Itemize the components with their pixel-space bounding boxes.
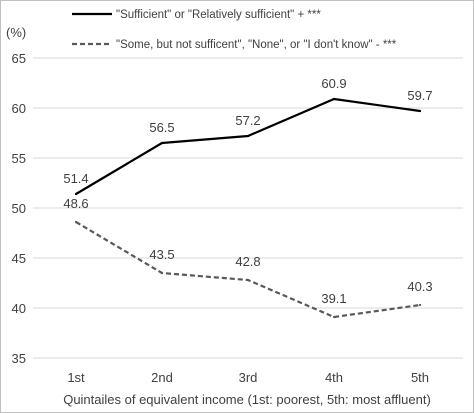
x-tick-label: 2nd: [151, 370, 173, 385]
data-point-series-1: [246, 134, 250, 138]
gridlines: [33, 57, 463, 359]
x-tick-label: 3rd: [239, 370, 258, 385]
data-point-series-1: [74, 192, 78, 196]
data-point-series-2: [418, 303, 422, 307]
y-tick-label: 60: [12, 101, 26, 116]
data-label-series-2: 43.5: [149, 247, 174, 262]
legend-label-series-2: "Some, but not sufficent", "None", or "I…: [116, 39, 397, 51]
data-point-series-1: [332, 97, 336, 101]
y-tick-label: 35: [12, 351, 26, 366]
x-tick-labels: 1st 2nd 3rd 4th 5th: [67, 370, 429, 385]
data-point-series-1: [418, 109, 422, 113]
data-label-series-2: 40.3: [407, 279, 432, 294]
data-point-series-2: [74, 220, 78, 224]
data-label-series-1: 59.7: [407, 88, 432, 103]
data-point-series-2: [246, 278, 250, 282]
x-tick-label: 4th: [325, 370, 343, 385]
series-lines: [74, 97, 422, 319]
data-labels: 51.4 56.5 57.2 60.9 59.7 48.6 43.5 42.8 39.1 40.3: [63, 76, 432, 306]
data-label-series-2: 48.6: [63, 196, 88, 211]
x-axis-label: Quintailes of equivalent income (1st: po…: [63, 392, 431, 407]
data-label-series-1: 51.4: [63, 171, 88, 186]
legend-label-series-1: "Sufficient" or "Relatively sufficient" …: [116, 9, 321, 21]
y-tick-label: 65: [12, 51, 26, 66]
data-label-series-2: 42.8: [235, 254, 260, 269]
y-axis-label: (%): [6, 25, 26, 40]
data-point-series-2: [160, 271, 164, 275]
data-label-series-1: 56.5: [149, 120, 174, 135]
legend: "Sufficient" or "Relatively sufficient" …: [72, 9, 397, 51]
y-tick-label: 55: [12, 151, 26, 166]
y-tick-label: 50: [12, 201, 26, 216]
data-label-series-2: 39.1: [321, 291, 346, 306]
x-tick-label: 5th: [411, 370, 429, 385]
data-label-series-1: 57.2: [235, 113, 260, 128]
series-line-2: [75, 221, 421, 319]
x-tick-label: 1st: [67, 370, 85, 385]
data-point-series-2: [332, 315, 336, 319]
data-label-series-1: 60.9: [321, 76, 346, 91]
y-tick-label: 45: [12, 251, 26, 266]
y-tick-labels: 35 40 45 50 55 60 65: [12, 51, 26, 366]
data-point-series-1: [160, 141, 164, 145]
y-tick-label: 40: [12, 301, 26, 316]
